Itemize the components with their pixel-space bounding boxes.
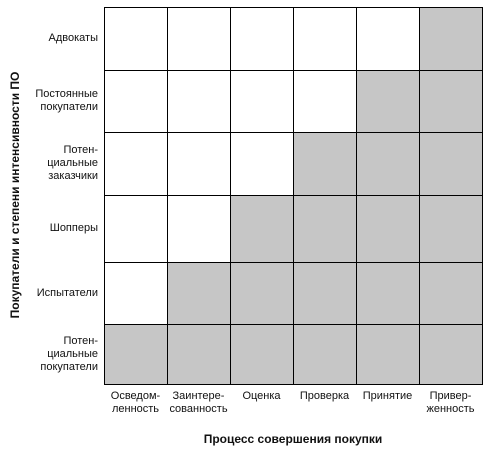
matrix-cell — [419, 262, 483, 325]
matrix-cell — [293, 262, 357, 325]
row-label: Испытатели — [36, 286, 98, 299]
matrix-cell — [356, 70, 420, 133]
row-label: Потен-циальные покупатели — [40, 334, 98, 373]
matrix-cell — [230, 262, 294, 325]
matrix-cell — [230, 70, 294, 133]
matrix-cell — [230, 7, 294, 71]
matrix-grid — [104, 7, 483, 385]
column-label: Оценка — [242, 390, 281, 402]
matrix-cell — [356, 262, 420, 325]
matrix-cell — [104, 7, 168, 71]
matrix-cell — [293, 70, 357, 133]
matrix-cell — [104, 70, 168, 133]
matrix-cell — [230, 324, 294, 385]
matrix-cell — [419, 195, 483, 263]
matrix-cell — [104, 195, 168, 263]
matrix-cell — [419, 70, 483, 133]
matrix-cell — [293, 195, 357, 263]
matrix-cell — [167, 324, 231, 385]
x-axis-title: Процесс совершения покупки — [203, 432, 383, 446]
matrix-cell — [104, 132, 168, 196]
matrix-cell — [293, 7, 357, 71]
matrix-cell — [167, 7, 231, 71]
matrix-cell — [356, 7, 420, 71]
matrix-cell — [167, 132, 231, 196]
row-label: Адвокаты — [48, 32, 98, 44]
column-label: Принятие — [362, 390, 413, 402]
column-label: Проверка — [299, 390, 350, 402]
matrix-cell — [419, 132, 483, 196]
matrix-cell — [104, 324, 168, 385]
column-label: Заинтере-сованность — [169, 390, 228, 415]
matrix-cell — [230, 195, 294, 263]
matrix-cell — [293, 132, 357, 196]
matrix-cell — [104, 262, 168, 325]
column-label: Привер-женность — [426, 390, 475, 415]
matrix-cell — [167, 70, 231, 133]
matrix-cell — [356, 324, 420, 385]
matrix-cell — [356, 132, 420, 196]
matrix-cell — [356, 195, 420, 263]
matrix-cell — [419, 324, 483, 385]
matrix-cell — [167, 195, 231, 263]
matrix-cell — [293, 324, 357, 385]
matrix-cell — [230, 132, 294, 196]
matrix-cell — [167, 262, 231, 325]
row-label: Шопперы — [49, 222, 98, 234]
matrix-cell — [419, 7, 483, 71]
column-label: Осведом-ленность — [110, 390, 161, 415]
row-label: Постоянные покупатели — [35, 88, 98, 113]
row-label: Потен-циальные заказчики — [47, 144, 98, 182]
